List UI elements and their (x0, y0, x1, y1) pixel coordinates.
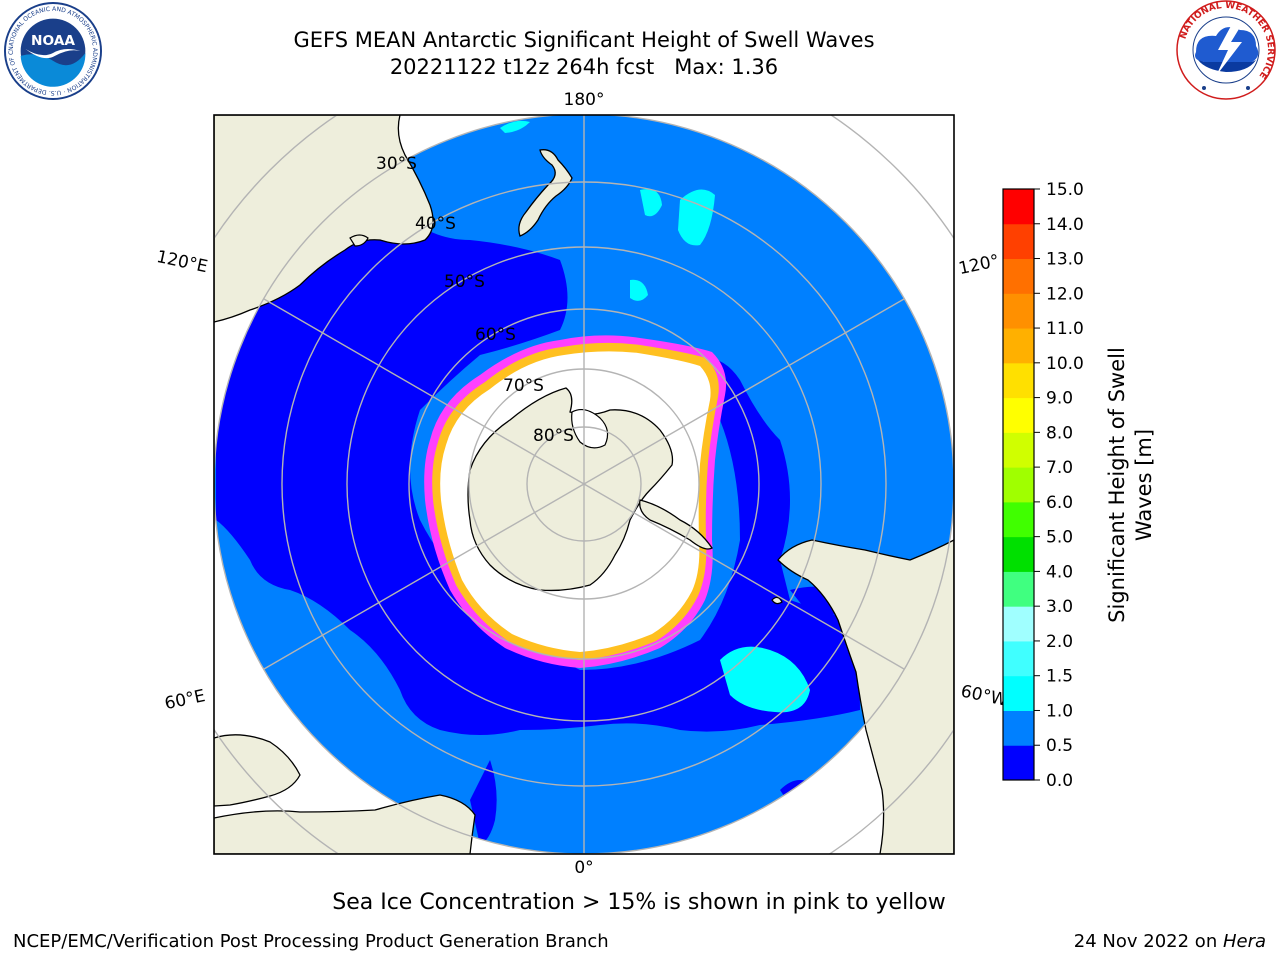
colorbar-segment (1003, 606, 1034, 642)
map-panel (214, 115, 954, 854)
antarctic-peninsula (639, 499, 713, 550)
chart-subtitle: 20221122 t12z 264h fcst Max: 1.36 (389, 55, 779, 79)
lat-label-60s: 60°S (475, 325, 516, 345)
footer-date-text: 24 Nov 2022 on (1073, 931, 1223, 952)
colorbar-tick-label: 7.0 (1046, 458, 1073, 478)
colorbar-segment (1003, 501, 1034, 538)
lon-label-0: 0° (574, 858, 593, 878)
footer-host: Hera (1222, 931, 1266, 952)
colorbar (1002, 188, 1035, 781)
colorbar-segment (1003, 328, 1034, 364)
colorbar-tick-label: 6.0 (1046, 493, 1073, 513)
lat-label-80s: 80°S (533, 426, 574, 446)
colorbar-segment (1003, 640, 1034, 677)
colorbar-segment (1003, 293, 1034, 329)
colorbar-segment (1003, 745, 1034, 781)
colorbar-segment (1003, 432, 1034, 468)
colorbar-segment (1003, 258, 1034, 294)
nws-logo: NATIONAL WEATHER SERVICE (1176, 0, 1276, 100)
colorbar-tick-label: 0.5 (1046, 736, 1073, 756)
south-america-landmass (777, 539, 954, 854)
footer-date: 24 Nov 2022 on Hera (1074, 931, 1266, 952)
colorbar-tick-label: 3.0 (1046, 597, 1073, 617)
antarctica-landmass (467, 387, 674, 592)
colorbar-segment (1003, 467, 1034, 503)
colorbar-label-line2: Waves [m] (1132, 429, 1156, 541)
colorbar-tick-label: 1.0 (1046, 701, 1073, 721)
africa-landmass (214, 734, 476, 854)
colorbar-segment (1003, 362, 1034, 399)
caption: Sea Ice Concentration > 15% is shown in … (332, 890, 946, 915)
colorbar-segment (1003, 571, 1034, 607)
svg-text:NOAA: NOAA (31, 33, 75, 49)
lon-label-60e: 60°E (163, 686, 207, 714)
australia-landmass (214, 115, 434, 323)
colorbar-segment (1003, 397, 1034, 433)
lat-label-50s: 50°S (444, 272, 485, 292)
lon-label-180: 180° (564, 90, 605, 110)
colorbar-tick-label: 8.0 (1046, 423, 1073, 443)
colorbar-tick-label: 10.0 (1046, 354, 1084, 374)
colorbar-tick-label: 1.5 (1046, 667, 1073, 687)
colorbar-ticks: 0.0 0.5 1.0 1.5 2.0 3.0 4.0 5.0 6.0 7.0 8.0 9.0 10.0… (1034, 180, 1084, 791)
colorbar-tick-label: 9.0 (1046, 389, 1073, 409)
chart-title: GEFS MEAN Antarctic Significant Height o… (293, 28, 875, 52)
lon-label-120e: 120°E (155, 247, 210, 277)
colorbar-tick-label: 14.0 (1046, 215, 1084, 235)
lat-label-30s: 30°S (376, 154, 417, 174)
colorbar-segment (1003, 223, 1034, 260)
colorbar-segment (1003, 189, 1034, 225)
lat-label-70s: 70°S (503, 376, 544, 396)
noaa-logo: NATIONAL OCEANIC AND ATMOSPHERIC ADMINIS… (4, 2, 102, 100)
latitude-labels: 30°S 40°S 50°S 60°S 70°S 80°S (376, 154, 574, 446)
tasmania-landmass (349, 234, 369, 247)
ross-ice-shelf (571, 408, 609, 449)
lon-label-120w: 120° (957, 251, 1001, 279)
colorbar-tick-label: 4.0 (1046, 562, 1073, 582)
lon-label-60w: 60°W (959, 681, 1009, 710)
colorbar-tick-label: 5.0 (1046, 528, 1073, 548)
colorbar-label-line1: Significant Height of Swell (1105, 347, 1129, 623)
colorbar-tick-label: 15.0 (1046, 180, 1084, 200)
colorbar-tick-label: 2.0 (1046, 632, 1073, 652)
falkland-islands (771, 596, 783, 605)
graticule (214, 115, 954, 854)
footer-credit: NCEP/EMC/Verification Post Processing Pr… (13, 931, 609, 952)
new-zealand-landmass (518, 149, 573, 237)
colorbar-segment (1003, 675, 1034, 711)
colorbar-frame (1002, 188, 1035, 781)
colorbar-tick-label: 0.0 (1046, 771, 1073, 791)
map-frame (213, 114, 955, 855)
colorbar-tick-label: 11.0 (1046, 319, 1084, 339)
lat-label-40s: 40°S (415, 214, 456, 234)
colorbar-tick-label: 12.0 (1046, 284, 1084, 304)
ocean-swell-1.0-1.5 (500, 120, 810, 713)
colorbar-tick-label: 13.0 (1046, 250, 1084, 270)
colorbar-segment (1003, 710, 1034, 746)
colorbar-segment (1003, 536, 1034, 572)
